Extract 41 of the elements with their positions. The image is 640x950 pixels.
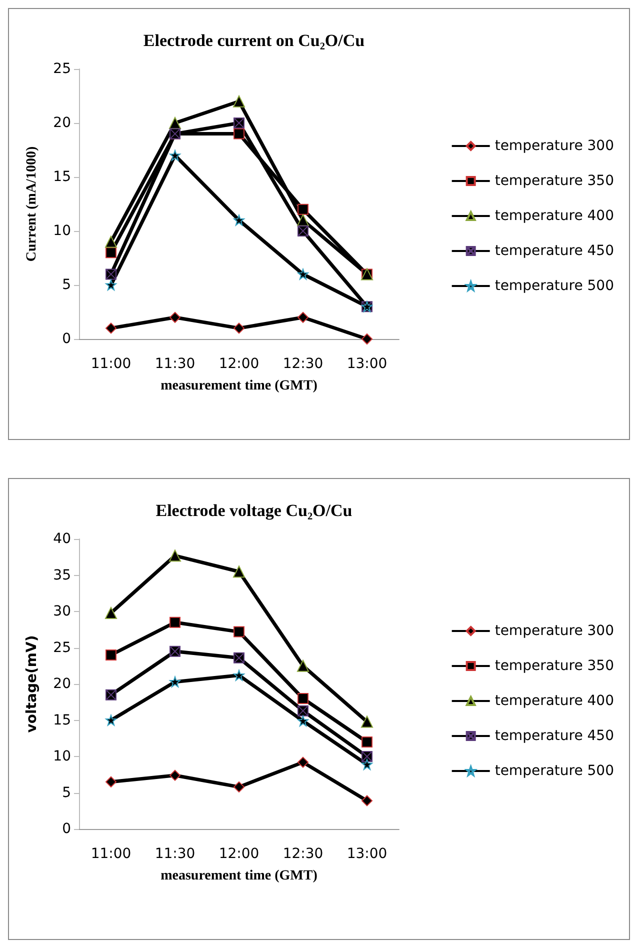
legend-label: temperature 300 [494,623,614,639]
y-tick-label: 30 [53,604,71,620]
x-tick-label: 11:30 [154,846,196,862]
y-tick-label: 10 [53,748,71,764]
chart-title: Electrode current on Cu₂O/Cu [143,31,365,50]
legend-label: temperature 300 [494,138,614,154]
y-tick-label: 15 [53,169,71,185]
legend-label: temperature 400 [494,208,614,224]
x-tick-label: 13:00 [346,356,388,372]
y-tick-label: 40 [53,531,71,547]
y-axis-title: voltage(mV) [24,635,40,733]
chart-title: Electrode voltage Cu₂O/Cu [156,501,352,520]
y-tick-label: 5 [62,784,71,801]
y-tick-label: 25 [53,640,71,656]
y-tick-label: 20 [53,115,71,131]
legend-label: temperature 450 [494,728,614,744]
y-tick-label: 0 [62,331,71,347]
legend-label: temperature 500 [494,763,614,779]
legend-label: temperature 400 [494,693,614,709]
x-tick-label: 12:00 [218,846,260,862]
x-tick-label: 11:30 [154,356,196,372]
y-tick-label: 10 [53,223,71,239]
legend-label: temperature 350 [494,658,614,674]
x-tick-label: 13:00 [346,846,388,862]
legend-label: temperature 450 [494,243,614,259]
y-tick-label: 35 [53,567,71,584]
y-tick-label: 0 [62,821,71,837]
x-tick-label: 11:00 [90,356,132,372]
legend-label: temperature 500 [494,278,614,294]
x-axis-title: measurement time (GMT) [160,868,318,884]
y-tick-label: 20 [53,676,71,692]
y-tick-label: 25 [53,61,71,77]
x-tick-label: 12:00 [218,356,260,372]
x-axis-title: measurement time (GMT) [160,378,318,394]
legend-label: temperature 350 [494,173,614,189]
y-axis-title: Current (mA/1000) [24,146,40,262]
x-tick-label: 12:30 [282,846,324,862]
x-tick-label: 12:30 [282,356,324,372]
y-tick-label: 5 [62,277,71,293]
y-tick-label: 15 [53,712,71,728]
x-tick-label: 11:00 [90,846,132,862]
